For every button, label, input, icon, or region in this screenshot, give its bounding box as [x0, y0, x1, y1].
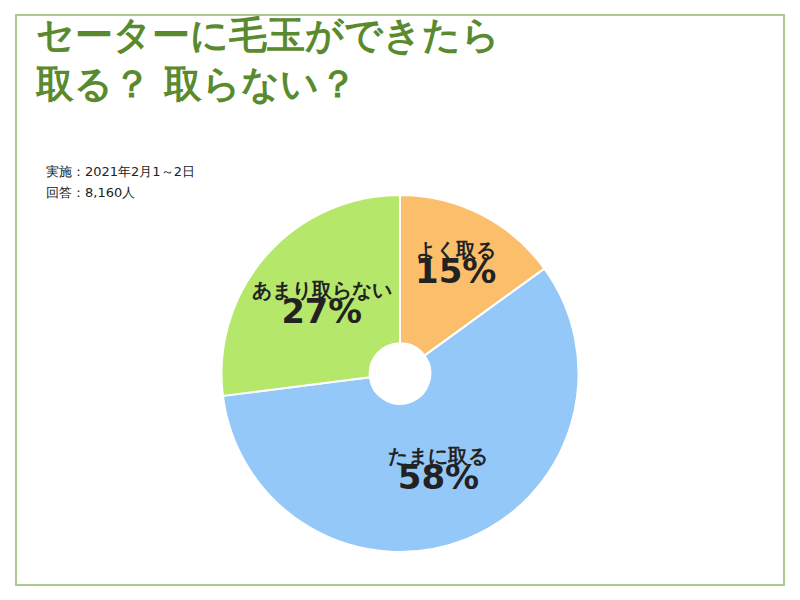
svg-text:実施：2021年2月1～2日: 実施：2021年2月1～2日	[46, 164, 195, 179]
svg-text:よく取る15%: よく取る15%	[415, 238, 496, 291]
svg-text:あまり取らない27%: あまり取らない27%	[252, 279, 392, 331]
svg-text:たまに取る58%: たまに取る58%	[388, 444, 488, 497]
svg-text:セーターに毛玉ができたら取る？ 取らない？: セーターに毛玉ができたら取る？ 取らない？	[35, 13, 500, 106]
svg-text:回答：8,160人: 回答：8,160人	[46, 185, 135, 200]
